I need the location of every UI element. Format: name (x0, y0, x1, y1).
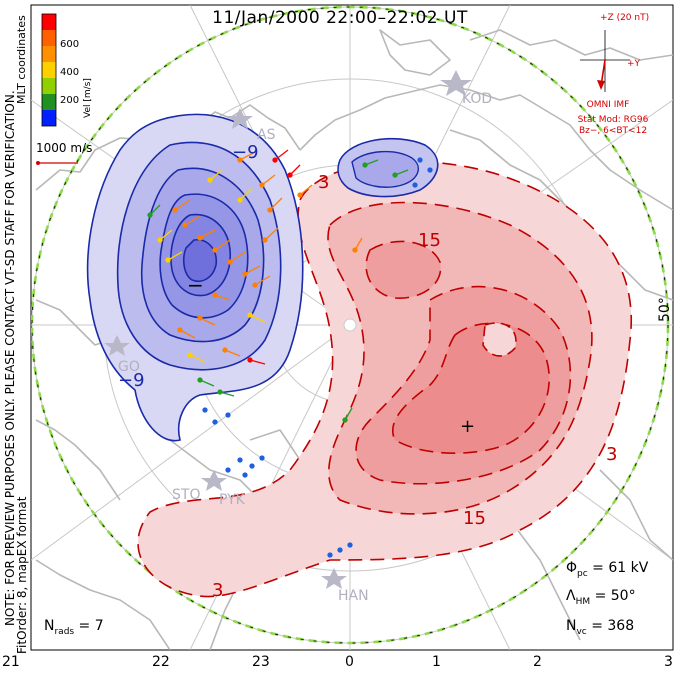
imf-name: OMNI IMF (587, 100, 630, 110)
hm-boundary-latitude: ΛHM = 50° (566, 588, 636, 607)
positive-contour-label-5: 3 (212, 580, 223, 601)
imf-clock (580, 30, 630, 92)
radar-count: Nrads = 7 (44, 618, 104, 637)
velocity-colorbar (41, 13, 57, 127)
coordinate-system-label: MLT coordinates (15, 15, 28, 104)
imf-top-label: +Z (20 nT) (600, 13, 649, 23)
station-label-sto: STO (172, 487, 200, 503)
positive-contour-label-2: 15 (418, 230, 441, 251)
velocity-reference-label: 1000 m/s (36, 141, 92, 155)
positive-contour-label-4: 3 (606, 444, 617, 465)
mlt-tick-1: 1 (432, 654, 441, 670)
negative-contour-label: −9 (232, 142, 259, 163)
station-label-han: HAN (338, 588, 369, 604)
station-label-go: GO (118, 359, 140, 375)
positive-potential-cell (137, 160, 632, 598)
pole-marker (343, 318, 357, 332)
imf-right-label: +Y (627, 59, 641, 69)
velocity-vectors (147, 149, 433, 558)
potential-minimum-marker: − (187, 273, 204, 297)
map-title: 11/Jan/2000 22:00–22:02 UT (212, 8, 468, 28)
mlt-tick-3: 3 (664, 654, 673, 670)
colorbar-tick-600: 600 (60, 39, 79, 50)
cross-polar-potential: Φpc = 61 kV (566, 560, 649, 579)
positive-contour-label-3: 15 (463, 508, 486, 529)
station-label-kod: KOD (462, 91, 492, 107)
colorbar-label: Vel [m/s] (83, 78, 93, 118)
colorbar-tick-200: 200 (60, 95, 79, 106)
radar-station-markers (104, 70, 472, 589)
positive-contour-label-1: 3 (318, 172, 329, 193)
vector-count: Nvc = 368 (566, 618, 635, 637)
imf-condition: Bz−, 6<BT<12 (579, 126, 647, 136)
mlt-tick-23: 23 (252, 654, 270, 670)
mlt-tick-22: 22 (152, 654, 170, 670)
mlt-tick-0: 0 (345, 654, 354, 670)
station-label-pyk: PYK (219, 492, 246, 508)
fit-order-label: FitOrder: 8, mapEX format (15, 496, 29, 654)
mlt-tick-21: 21 (2, 654, 20, 670)
imf-stat-model: Stat Mod: RG96 (578, 115, 649, 125)
station-label-as: AS (257, 127, 276, 143)
potential-maximum-marker: + (460, 416, 475, 437)
mlt-tick-2: 2 (533, 654, 542, 670)
colorbar-tick-400: 400 (60, 67, 79, 78)
latitude-label: 50° (657, 297, 673, 322)
negative-contour-label-lower: −9 (118, 370, 145, 391)
